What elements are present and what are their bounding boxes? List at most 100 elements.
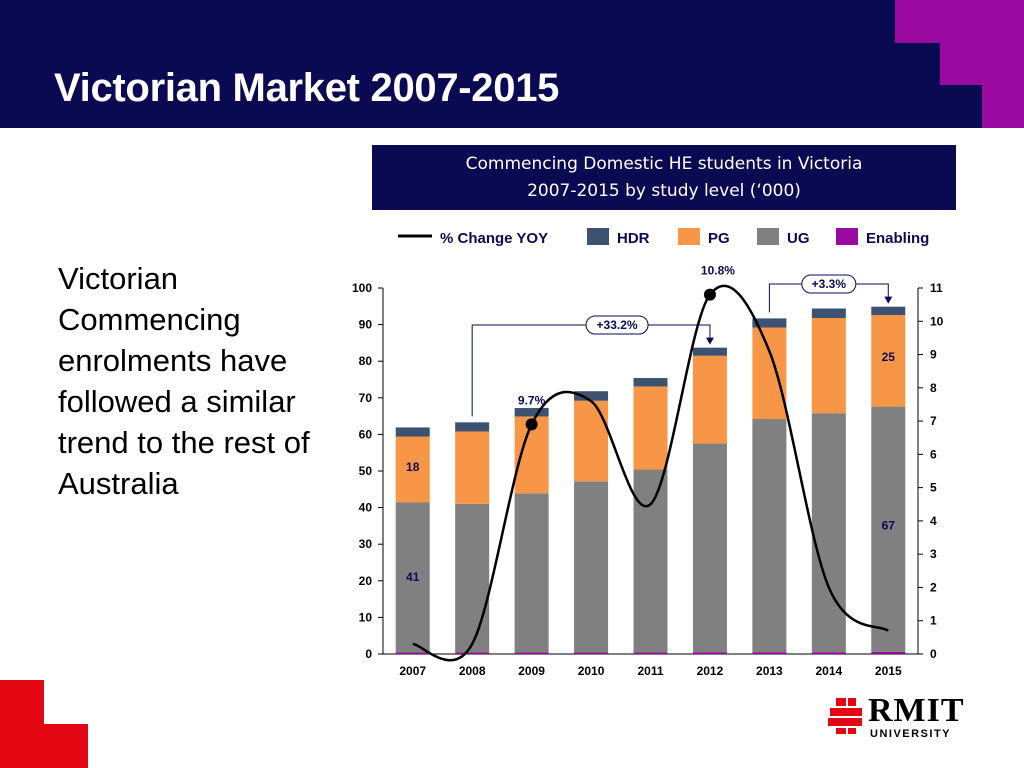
- slide-title: Victorian Market 2007-2015: [54, 66, 560, 110]
- bar-hdr-2007: [395, 427, 430, 437]
- bar-enabling-2008: [455, 652, 490, 654]
- legend-swatch: [757, 228, 779, 245]
- bar-pg-2013: [752, 327, 787, 420]
- x-tick-label: 2011: [637, 664, 663, 678]
- bar-enabling-2010: [574, 652, 609, 654]
- bar-ug-2009: [514, 493, 549, 653]
- line-point-marker: [525, 418, 538, 431]
- bar-enabling-2015: [871, 651, 906, 654]
- corner-decoration: [0, 680, 44, 768]
- legend-label: % Change YOY: [440, 230, 548, 247]
- left-tick-label: 10: [359, 610, 373, 624]
- right-tick-label: 4: [930, 514, 937, 528]
- right-tick-label: 1: [930, 614, 937, 628]
- bar-hdr-2009: [514, 408, 549, 417]
- x-tick-label: 2010: [578, 664, 605, 678]
- chart-title-line1: Commencing Domestic HE students in Victo…: [465, 154, 863, 174]
- bar-enabling-2012: [692, 652, 727, 654]
- left-tick-label: 20: [359, 574, 373, 588]
- right-tick-label: 2: [930, 580, 937, 594]
- annotation-pill: [585, 315, 649, 335]
- bar-pg-2011: [633, 386, 668, 470]
- legend-label: HDR: [617, 230, 650, 247]
- left-tick-label: 40: [359, 501, 373, 515]
- left-tick-label: 30: [359, 537, 373, 551]
- legend-swatch: [836, 228, 858, 245]
- logo-mark-icon: [828, 698, 862, 734]
- right-tick-label: 5: [930, 481, 937, 495]
- x-tick-label: 2009: [518, 664, 545, 678]
- bar-ug-2011: [633, 469, 668, 653]
- data-label: 67: [882, 519, 896, 533]
- x-tick-label: 2013: [756, 664, 783, 678]
- bar-enabling-2013: [752, 652, 787, 654]
- line-point-label: 10.8%: [701, 264, 735, 278]
- left-tick-label: 50: [359, 464, 373, 478]
- corner-decoration: [982, 85, 1024, 128]
- right-tick-label: 6: [930, 447, 937, 461]
- bar-hdr-2011: [633, 378, 668, 387]
- bar-hdr-2015: [871, 306, 906, 316]
- bar-pg-2015: [871, 315, 906, 407]
- left-tick-label: 60: [359, 427, 373, 441]
- right-tick-label: 9: [930, 348, 937, 362]
- left-tick-label: 0: [365, 647, 372, 661]
- line-point-marker: [703, 288, 716, 301]
- header-bar: [0, 0, 1024, 128]
- bar-ug-2008: [455, 503, 490, 653]
- rmit-logo: RMIT UNIVERSITY: [828, 692, 968, 744]
- right-tick-label: 3: [930, 547, 937, 561]
- corner-decoration: [940, 43, 1024, 85]
- legend-label: PG: [708, 230, 730, 247]
- legend-swatch: [587, 228, 609, 245]
- chart-title-line2: 2007-2015 by study level (‘000): [527, 181, 801, 201]
- body-text: Victorian Commencing enrolments have fol…: [58, 261, 310, 501]
- bar-ug-2012: [692, 443, 727, 653]
- logo-word: RMIT: [868, 692, 965, 729]
- bar-ug-2015: [871, 406, 906, 652]
- left-tick-label: 80: [359, 354, 373, 368]
- line-point-label: 9.7%: [518, 393, 546, 407]
- x-tick-label: 2014: [815, 664, 842, 678]
- right-tick-label: 11: [930, 281, 943, 295]
- left-tick-label: 70: [359, 391, 373, 405]
- annotation-pill: [801, 274, 857, 294]
- bar-hdr-2014: [811, 308, 846, 319]
- chart-title-box: Commencing Domestic HE students in Victo…: [372, 145, 956, 210]
- bar-enabling-2007: [395, 652, 430, 654]
- bar-pg-2014: [811, 318, 846, 414]
- right-tick-label: 8: [930, 381, 937, 395]
- bar-hdr-2012: [692, 347, 727, 356]
- annotation-label: +3.3%: [812, 277, 847, 291]
- logo-subtitle: UNIVERSITY: [870, 728, 952, 740]
- legend-swatch: [678, 228, 700, 245]
- left-tick-label: 90: [359, 318, 373, 332]
- x-tick-label: 2008: [459, 664, 486, 678]
- data-label: 18: [406, 460, 420, 474]
- legend-label: UG: [787, 230, 810, 247]
- bar-ug-2007: [395, 502, 430, 653]
- bar-ug-2010: [574, 481, 609, 653]
- bar-hdr-2008: [455, 422, 490, 432]
- bar-pg-2007: [395, 436, 430, 503]
- annotation-arrow-icon: [705, 337, 714, 345]
- bar-hdr-2013: [752, 318, 787, 328]
- right-tick-label: 0: [930, 647, 937, 661]
- legend-label: Enabling: [866, 230, 929, 247]
- bar-pg-2008: [455, 431, 490, 504]
- line-change-yoy: [412, 284, 890, 662]
- bar-pg-2010: [574, 400, 609, 482]
- bar-enabling-2011: [633, 652, 668, 654]
- bar-enabling-2009: [514, 652, 549, 654]
- corner-decoration: [44, 724, 88, 768]
- bar-ug-2014: [811, 413, 846, 653]
- bar-ug-2013: [752, 419, 787, 653]
- annotation-label: +33.2%: [597, 318, 638, 332]
- bar-enabling-2014: [811, 652, 846, 654]
- left-tick-label: 100: [352, 281, 372, 295]
- annotation-arrow-icon: [884, 296, 893, 304]
- bar-pg-2012: [692, 355, 727, 444]
- right-tick-label: 7: [930, 414, 937, 428]
- data-label: 25: [882, 350, 896, 364]
